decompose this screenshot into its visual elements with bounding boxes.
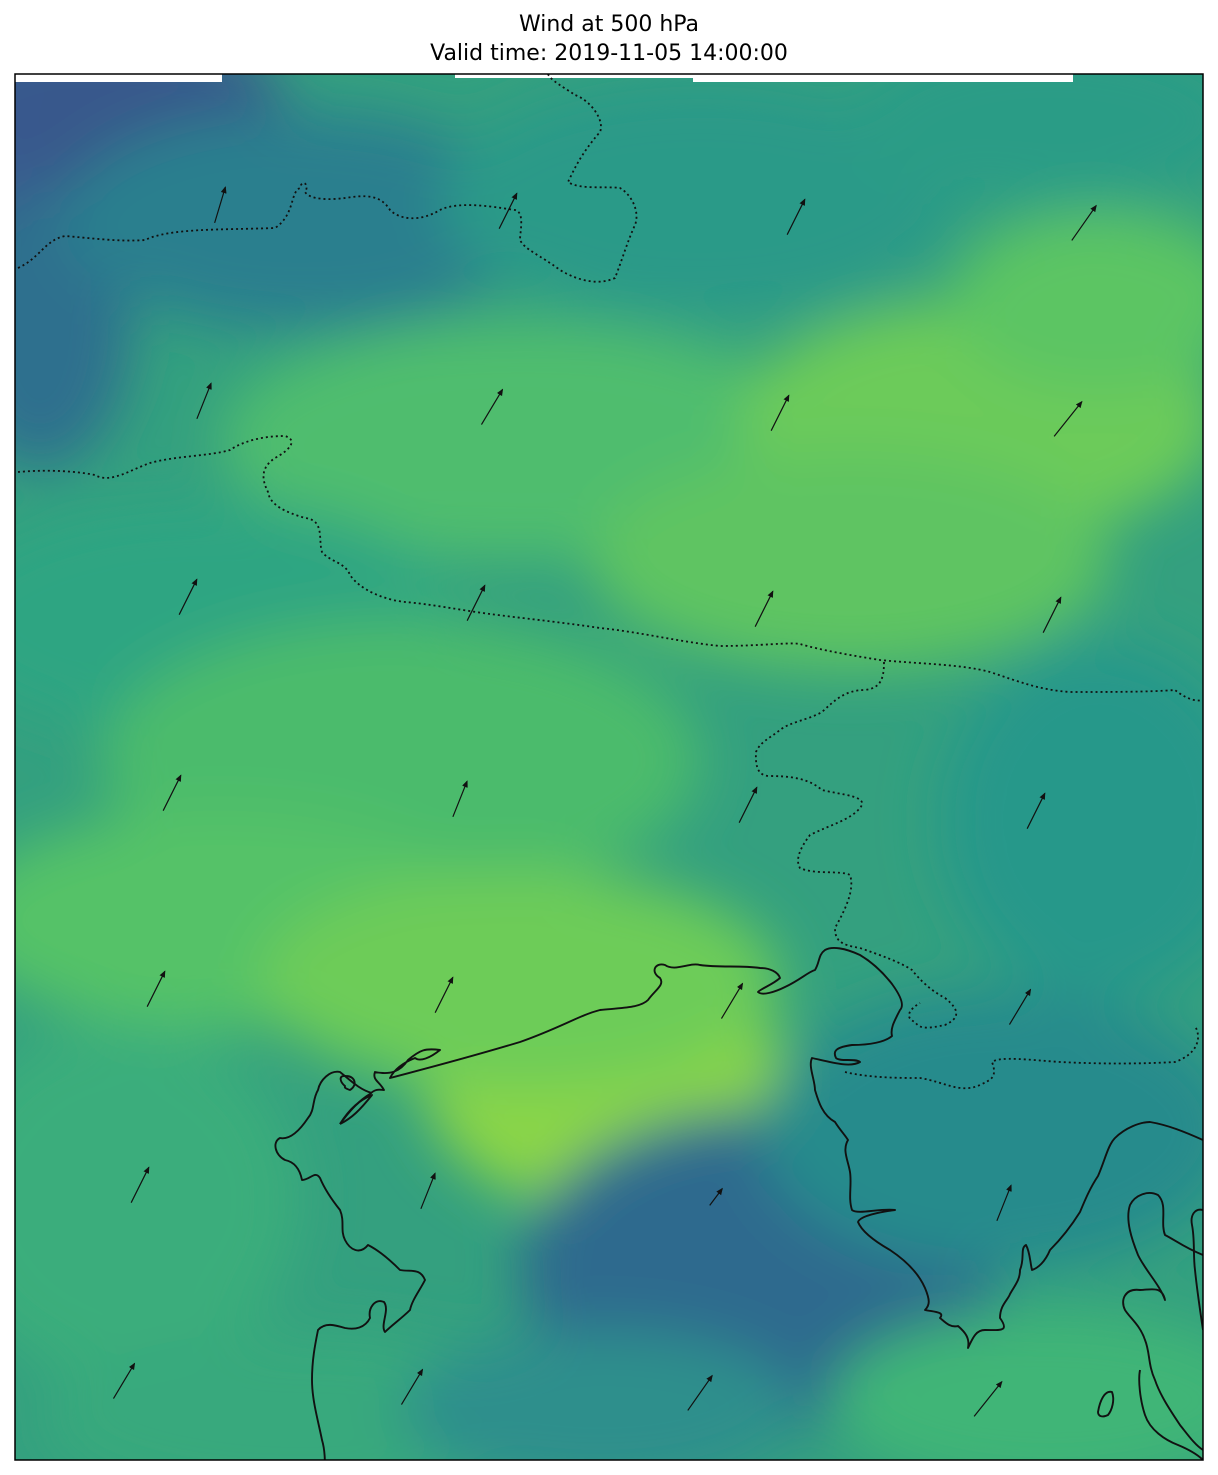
speed-patch [60, 110, 540, 330]
wind-arrow [420, 1172, 436, 1210]
wind-arrow [1026, 792, 1046, 829]
speed-patch [400, 1330, 800, 1460]
national-borders [17, 74, 1203, 1090]
wind-arrow [687, 1374, 713, 1411]
wind-arrow [498, 192, 518, 229]
wind-arrow [214, 186, 227, 224]
grid-edge-notch [15, 74, 222, 82]
grid-edge-notch [693, 74, 1073, 82]
map-subtitle: Valid time: 2019-11-05 14:00:00 [430, 41, 788, 66]
wind-arrow [400, 1368, 424, 1405]
speed-field [15, 74, 1203, 1460]
wind-arrow [480, 388, 504, 425]
speed-patch [850, 74, 1203, 210]
wind-arrow [786, 198, 806, 235]
wind-arrow [434, 976, 454, 1013]
speed-patch [950, 210, 1203, 390]
speed-patch [440, 80, 960, 320]
wind-arrow [996, 1184, 1012, 1222]
map-title: Wind at 500 hPa [518, 12, 700, 37]
wind-arrow [162, 774, 182, 811]
wind-arrow [452, 780, 468, 818]
wind-arrow [720, 982, 744, 1019]
speed-patch [15, 1020, 300, 1380]
wind-arrow [709, 1187, 723, 1206]
speed-patch [260, 870, 780, 1090]
map-frame [14, 73, 1204, 1461]
wind-arrow [1042, 596, 1062, 633]
wind-arrow [1071, 204, 1097, 241]
speed-patch [940, 640, 1203, 1000]
grid-edge-notch [455, 74, 693, 78]
speed-patch [590, 450, 1110, 670]
wind-arrow [196, 382, 212, 420]
wind-arrow [1008, 988, 1032, 1025]
wind-arrow [130, 1166, 150, 1203]
wind-arrow [754, 590, 774, 627]
speed-patch [760, 990, 1203, 1270]
wind-arrow [146, 970, 166, 1007]
coastline [274, 947, 1203, 1460]
wind-arrow [738, 786, 758, 823]
wind-arrow [973, 1380, 1003, 1417]
wind-arrow [770, 394, 790, 431]
speed-patch [830, 1310, 1203, 1460]
wind-arrow [178, 578, 198, 615]
wind-vectors [112, 186, 1097, 1417]
wind-arrow [466, 584, 486, 621]
wind-arrow [1053, 400, 1083, 437]
wind-arrow [112, 1362, 136, 1399]
